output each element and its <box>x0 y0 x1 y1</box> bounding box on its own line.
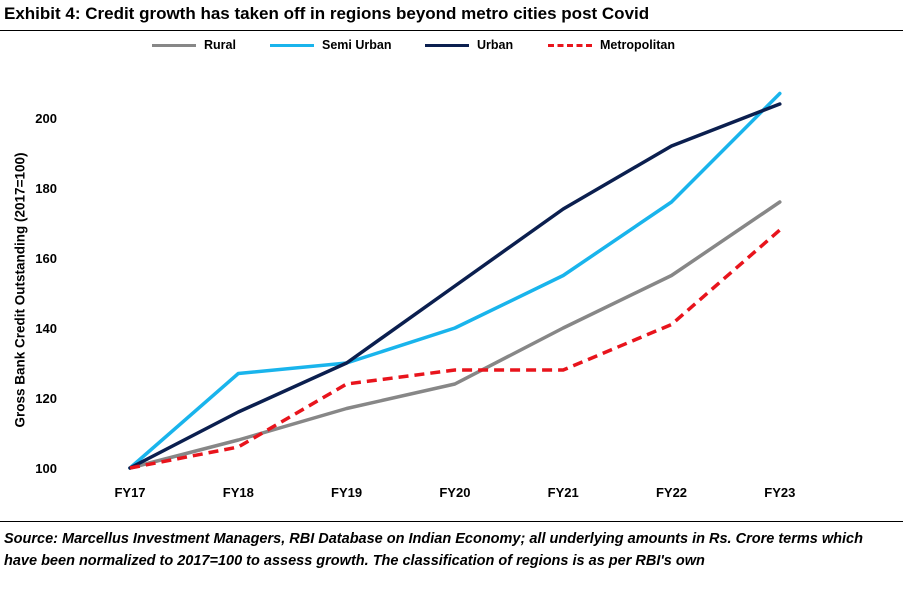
x-tick-label: FY22 <box>656 485 687 500</box>
y-tick-label: 160 <box>35 251 57 266</box>
series-line-metropolitan <box>129 228 781 470</box>
line-chart: 100 120 140 160 180 200 FY17 FY18 FY19 FY20 FY21 FY… <box>35 91 795 500</box>
legend-swatch-semi-urban <box>270 43 314 47</box>
y-tick-label: 200 <box>35 111 57 126</box>
legend-swatch-urban <box>425 43 469 47</box>
x-tick-label: FY17 <box>114 485 145 500</box>
y-tick-label: 120 <box>35 391 57 406</box>
legend-label-metropolitan: Metropolitan <box>600 38 675 52</box>
x-tick-label: FY23 <box>764 485 795 500</box>
legend-swatch-rural <box>152 43 196 47</box>
y-tick-label: 140 <box>35 321 57 336</box>
series-line-rural <box>128 200 782 470</box>
legend-swatch-metropolitan <box>548 43 592 47</box>
x-tick-label: FY20 <box>439 485 470 500</box>
legend-item-rural: Rural <box>152 38 236 52</box>
legend: Rural Semi Urban Urban Metropolitan <box>0 38 903 58</box>
legend-label-semi-urban: Semi Urban <box>322 38 392 52</box>
source-note: Source: Marcellus Investment Managers, R… <box>4 531 863 569</box>
x-tick-label: FY18 <box>223 485 254 500</box>
legend-label-urban: Urban <box>477 38 514 52</box>
x-tick-label: FY21 <box>548 485 579 500</box>
source-note-box: Source: Marcellus Investment Managers, R… <box>0 521 903 597</box>
title-bar: Exhibit 4: Credit growth has taken off i… <box>0 0 903 31</box>
y-tick-label: 180 <box>35 181 57 196</box>
legend-item-urban: Urban <box>425 38 513 52</box>
legend-label-rural: Rural <box>204 38 236 52</box>
series-line-semi-urban <box>128 91 782 470</box>
y-tick-label: 100 <box>35 461 57 476</box>
legend-item-metropolitan: Metropolitan <box>548 38 675 52</box>
chart-title: Exhibit 4: Credit growth has taken off i… <box>4 4 650 23</box>
x-tick-label: FY19 <box>331 485 362 500</box>
series-line-urban <box>128 102 782 470</box>
legend-item-semi-urban: Semi Urban <box>270 38 391 52</box>
